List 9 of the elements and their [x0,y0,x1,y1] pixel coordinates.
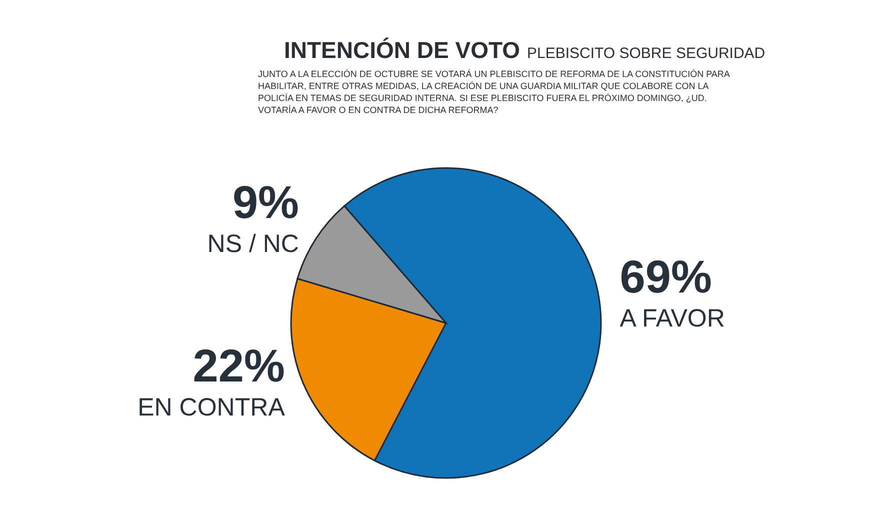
slice-label: A FAVOR [620,304,725,332]
text: JUNTO A LA ELECCIÓN DE OCTUBRE SE VOTARÁ UN PLEBISCITO DE REFORMA DE LA CONSTITUCIÓN PARA HABILITAR, ENTRE OTRAS MEDIDAS, LA CREACIÓN DE UNA GUARDIA MILITAR QUE COLABORE CON LA POLICÍA EN TEMAS DE SEGURIDAD INTERNA. SI ESE PLEBISCITO FUERA EL PRÓXIMO DOMINGO, ¿UD. VOTARÍA A FAVOR O EN CONTRA DE DICHA REFORMA? [258,69,730,115]
slice-label: NS / NC [207,230,299,258]
data-label: 22% [192,339,285,392]
data-label: 9% [232,176,299,228]
chart-title: INTENCIÓN DE VOTO [284,37,520,63]
chart-subtitle: PLEBISCITO SOBRE SEGURIDAD [527,45,766,62]
data-label: 69% [620,250,712,302]
slice-label: EN CONTRA [138,393,286,422]
